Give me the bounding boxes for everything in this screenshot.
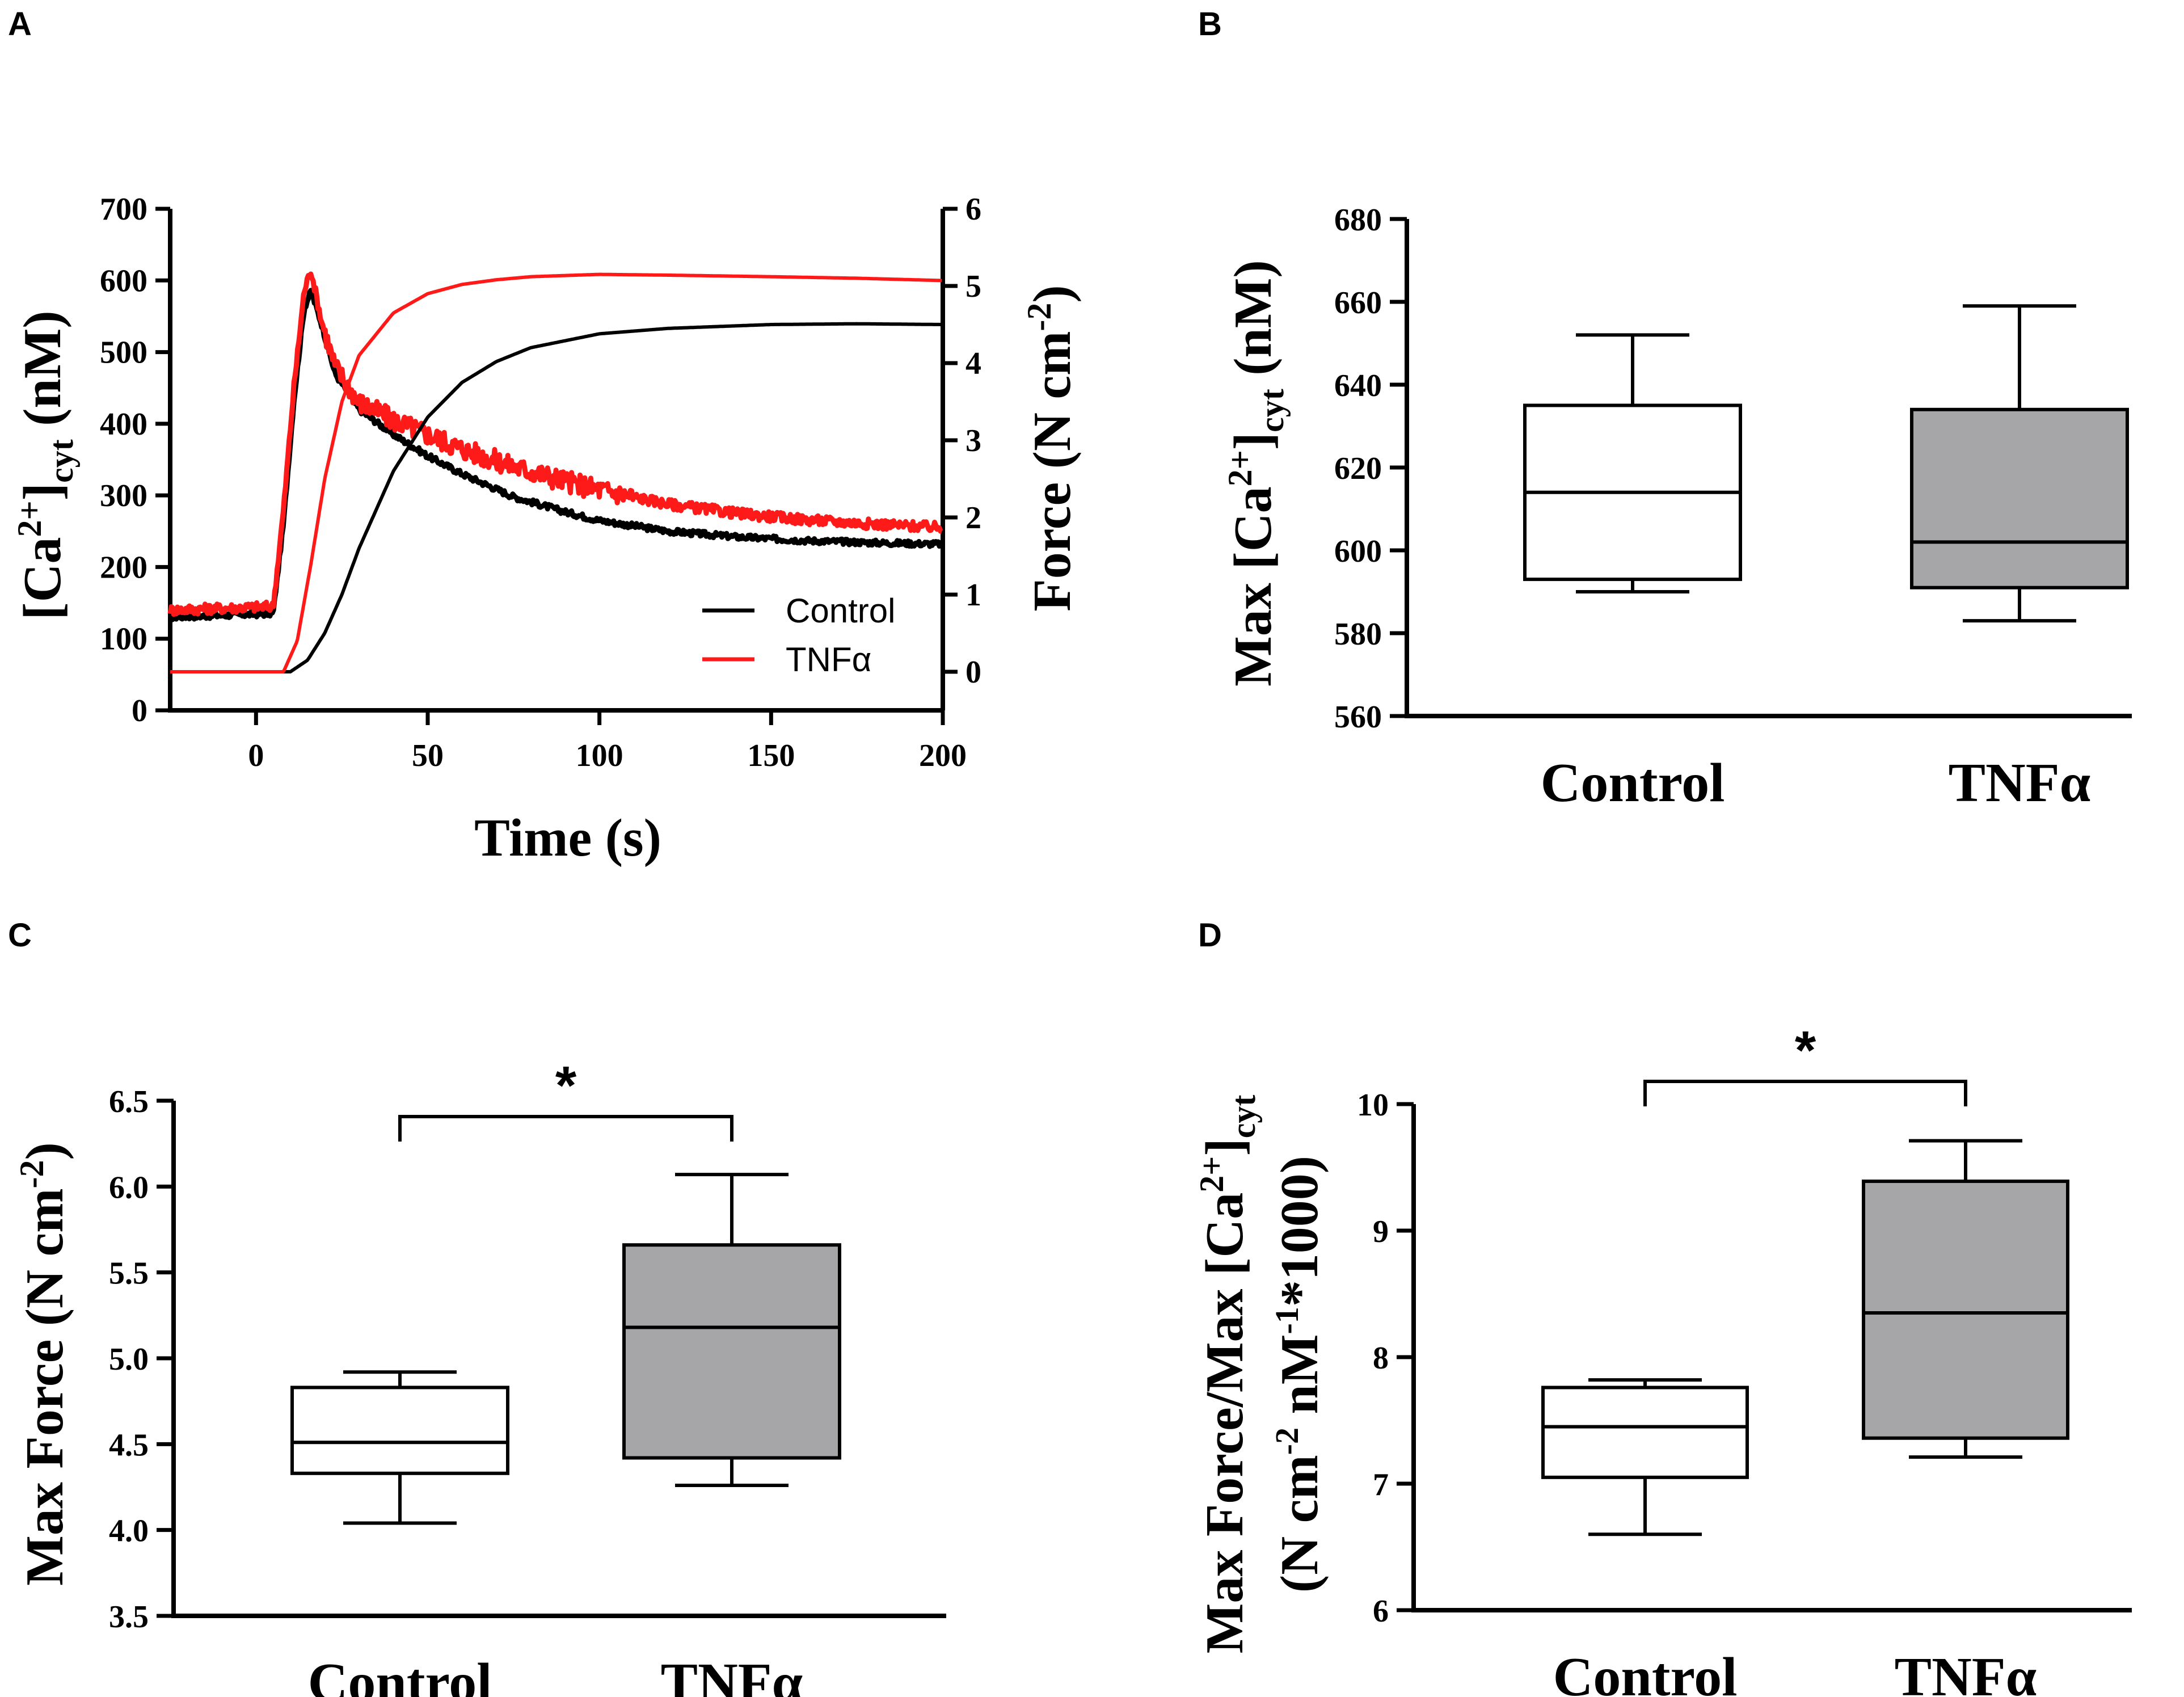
panel-a-legend-label: Control [786,592,895,630]
panel-c-significance-star: * [555,1055,577,1116]
panel-a-trace-force-tnf [170,272,943,673]
panel-a-right-tick-label: 5 [965,269,981,304]
panel-c-y-tick-label: 6.0 [109,1170,149,1205]
panel-c-y-axis-label: Max Force (N cm-2) [13,1142,74,1586]
panel-b-y-tick-label: 680 [1334,203,1382,238]
panel-a-left-axis-label: [Ca2+]cyt (nM) [11,310,80,620]
panel-c-control-box [290,1386,509,1475]
panel-b-y-tick-label: 580 [1334,617,1382,652]
panel-a-trace-force-control [170,322,943,673]
panel-d-y-axis-label: Max Force/Max [Ca2+]cyt [1193,1095,1262,1654]
panel-a-left-tick-label: 700 [100,192,147,227]
panel-c-tnf-box [622,1243,841,1460]
panel-a-trace-calcium-tnf [167,271,943,617]
panel-d-control-box [1541,1386,1749,1479]
panel-a-left-tick-label: 100 [100,622,147,657]
panel-d-y-tick-label: 10 [1357,1088,1389,1123]
panel-d-category-label: TNFα [1895,1647,2037,1697]
panel-a-left-tick-label: 200 [100,550,147,585]
panel-b-category-label: TNFα [1949,752,2091,814]
panel-a-line-chart: 0 100 200 300 400 500 600 700 0 1 2 3 4 5 6 0 50 100 150 20… [11,192,1082,868]
panel-a-right-tick-label: 6 [965,192,981,227]
panel-b-y-tick-label: 620 [1334,451,1382,486]
panel-label-d: D [1198,917,1222,954]
panel-d-y-tick-label: 9 [1373,1214,1389,1249]
panel-b-y-tick-label: 660 [1334,285,1382,321]
panel-a-right-axis-label: Force (N cm-2) [1021,285,1082,611]
panel-a-right-tick-label: 4 [965,346,981,381]
panel-c-significance-bracket [398,1115,733,1142]
panel-a-x-tick-label: 200 [919,738,967,773]
panel-a-right-tick-label: 3 [965,423,981,458]
panel-d-y-tick-label: 6 [1373,1594,1389,1629]
panel-d-box-plot: 6 7 8 9 10 Control TNFα * Max Force/Max [Ca2+]cy… [1193,1020,2132,1697]
panel-a-x-axis-label: Time (s) [474,809,661,868]
panel-a-x-tick-label: 150 [747,738,795,773]
panel-a-right-tick-label: 0 [965,655,981,690]
panel-a-left-tick-label: 400 [100,407,147,442]
panel-a-left-tick-label: 500 [100,335,147,370]
panel-label-a: A [8,6,32,43]
panel-a-left-tick-label: 0 [132,693,147,729]
panel-b-y-tick-label: 640 [1334,368,1382,403]
panel-label-c: C [8,917,32,954]
panel-c-y-tick-label: 4.0 [109,1514,149,1549]
panel-d-tnf-box [1862,1180,2069,1440]
panel-d-y-axis-unit-label: (N cm-2 nM-1*1000) [1268,1156,1329,1593]
panel-c-y-tick-label: 4.5 [109,1427,149,1463]
panel-d-y-tick-label: 7 [1373,1467,1389,1502]
panel-a-left-tick-label: 600 [100,263,147,298]
panel-b-tnf-box [1910,407,2129,589]
panel-c-category-label: Control [308,1652,492,1697]
panel-a-x-tick-label: 50 [412,738,444,773]
panel-a-right-tick-label: 2 [965,500,981,536]
panel-b-y-tick-label: 600 [1334,534,1382,569]
panel-b-y-axis-label: Max [Ca2+]cyt (nM) [1221,260,1291,687]
panel-label-b: B [1198,6,1222,43]
panel-c-box-plot: 3.5 4.0 4.5 5.0 5.5 6.0 6.5 Control TNFα * Max For… [13,1055,946,1697]
panel-c-y-tick-label: 5.5 [109,1256,149,1291]
panel-a-x-tick-label: 0 [248,738,264,773]
panel-d-category-label: Control [1553,1647,1738,1697]
panel-d-significance-star: * [1795,1020,1816,1081]
panel-d-y-tick-label: 8 [1373,1341,1389,1376]
panel-b-category-label: Control [1541,752,1725,814]
panel-b-box-plot: 560 580 600 620 640 660 680 Control TNFα Max [Ca2… [1221,203,2132,814]
panel-a-x-tick-label: 100 [576,738,623,773]
panel-c-y-tick-label: 6.5 [109,1084,149,1119]
panel-d-significance-bracket [1643,1080,1967,1106]
panel-c-y-tick-label: 3.5 [109,1599,149,1635]
panel-a-legend-label: TNFα [786,641,871,679]
panel-a-right-tick-label: 1 [965,578,981,613]
panel-a-left-tick-label: 300 [100,478,147,513]
panel-c-category-label: TNFα [661,1652,803,1697]
panel-c-y-tick-label: 5.0 [109,1342,149,1377]
panel-b-y-tick-label: 560 [1334,700,1382,735]
